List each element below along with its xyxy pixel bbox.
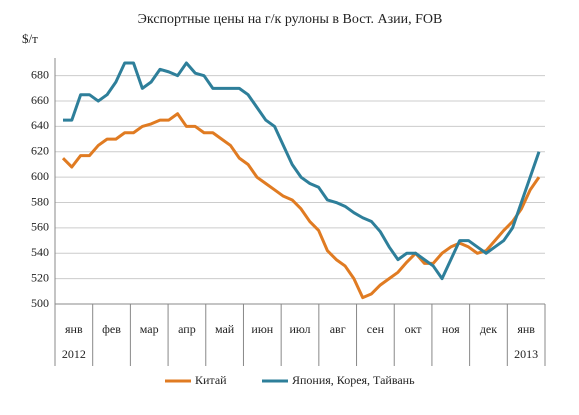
y-tick-label: 600 — [31, 169, 49, 183]
legend-label: Китай — [195, 373, 227, 387]
legend-label: Япония, Корея, Тайвань — [292, 373, 415, 387]
y-tick-label: 540 — [31, 245, 49, 259]
x-tick-label: апр — [178, 322, 196, 336]
series-line — [61, 112, 541, 300]
x-tick-label: май — [215, 322, 235, 336]
x-tick-label: окт — [405, 322, 423, 336]
y-tick-label: 560 — [31, 220, 49, 234]
y-tick-label: 620 — [31, 144, 49, 158]
y-tick-label: 680 — [31, 67, 49, 81]
x-tick-label: ноя — [442, 322, 460, 336]
y-tick-label: 520 — [31, 270, 49, 284]
y-axis-label: $/т — [22, 31, 38, 46]
y-tick-label: 640 — [31, 118, 49, 132]
x-tick-label: сен — [367, 322, 385, 336]
year-label: 2012 — [62, 347, 86, 361]
x-tick-label: дек — [480, 322, 497, 336]
year-label: 2013 — [514, 347, 538, 361]
x-tick-label: янв — [517, 322, 535, 336]
x-tick-label: июн — [251, 322, 273, 336]
x-tick-label: фев — [102, 322, 121, 336]
y-tick-label: 500 — [31, 296, 49, 310]
y-tick-label: 580 — [31, 194, 49, 208]
chart-title: Экспортные цены на г/к рулоны в Вост. Аз… — [138, 12, 443, 27]
x-tick-label: янв — [65, 322, 83, 336]
x-tick-label: мар — [140, 322, 159, 336]
x-tick-label: июл — [289, 322, 310, 336]
x-tick-label: авг — [330, 322, 346, 336]
series-line — [63, 61, 541, 281]
y-tick-label: 660 — [31, 93, 49, 107]
